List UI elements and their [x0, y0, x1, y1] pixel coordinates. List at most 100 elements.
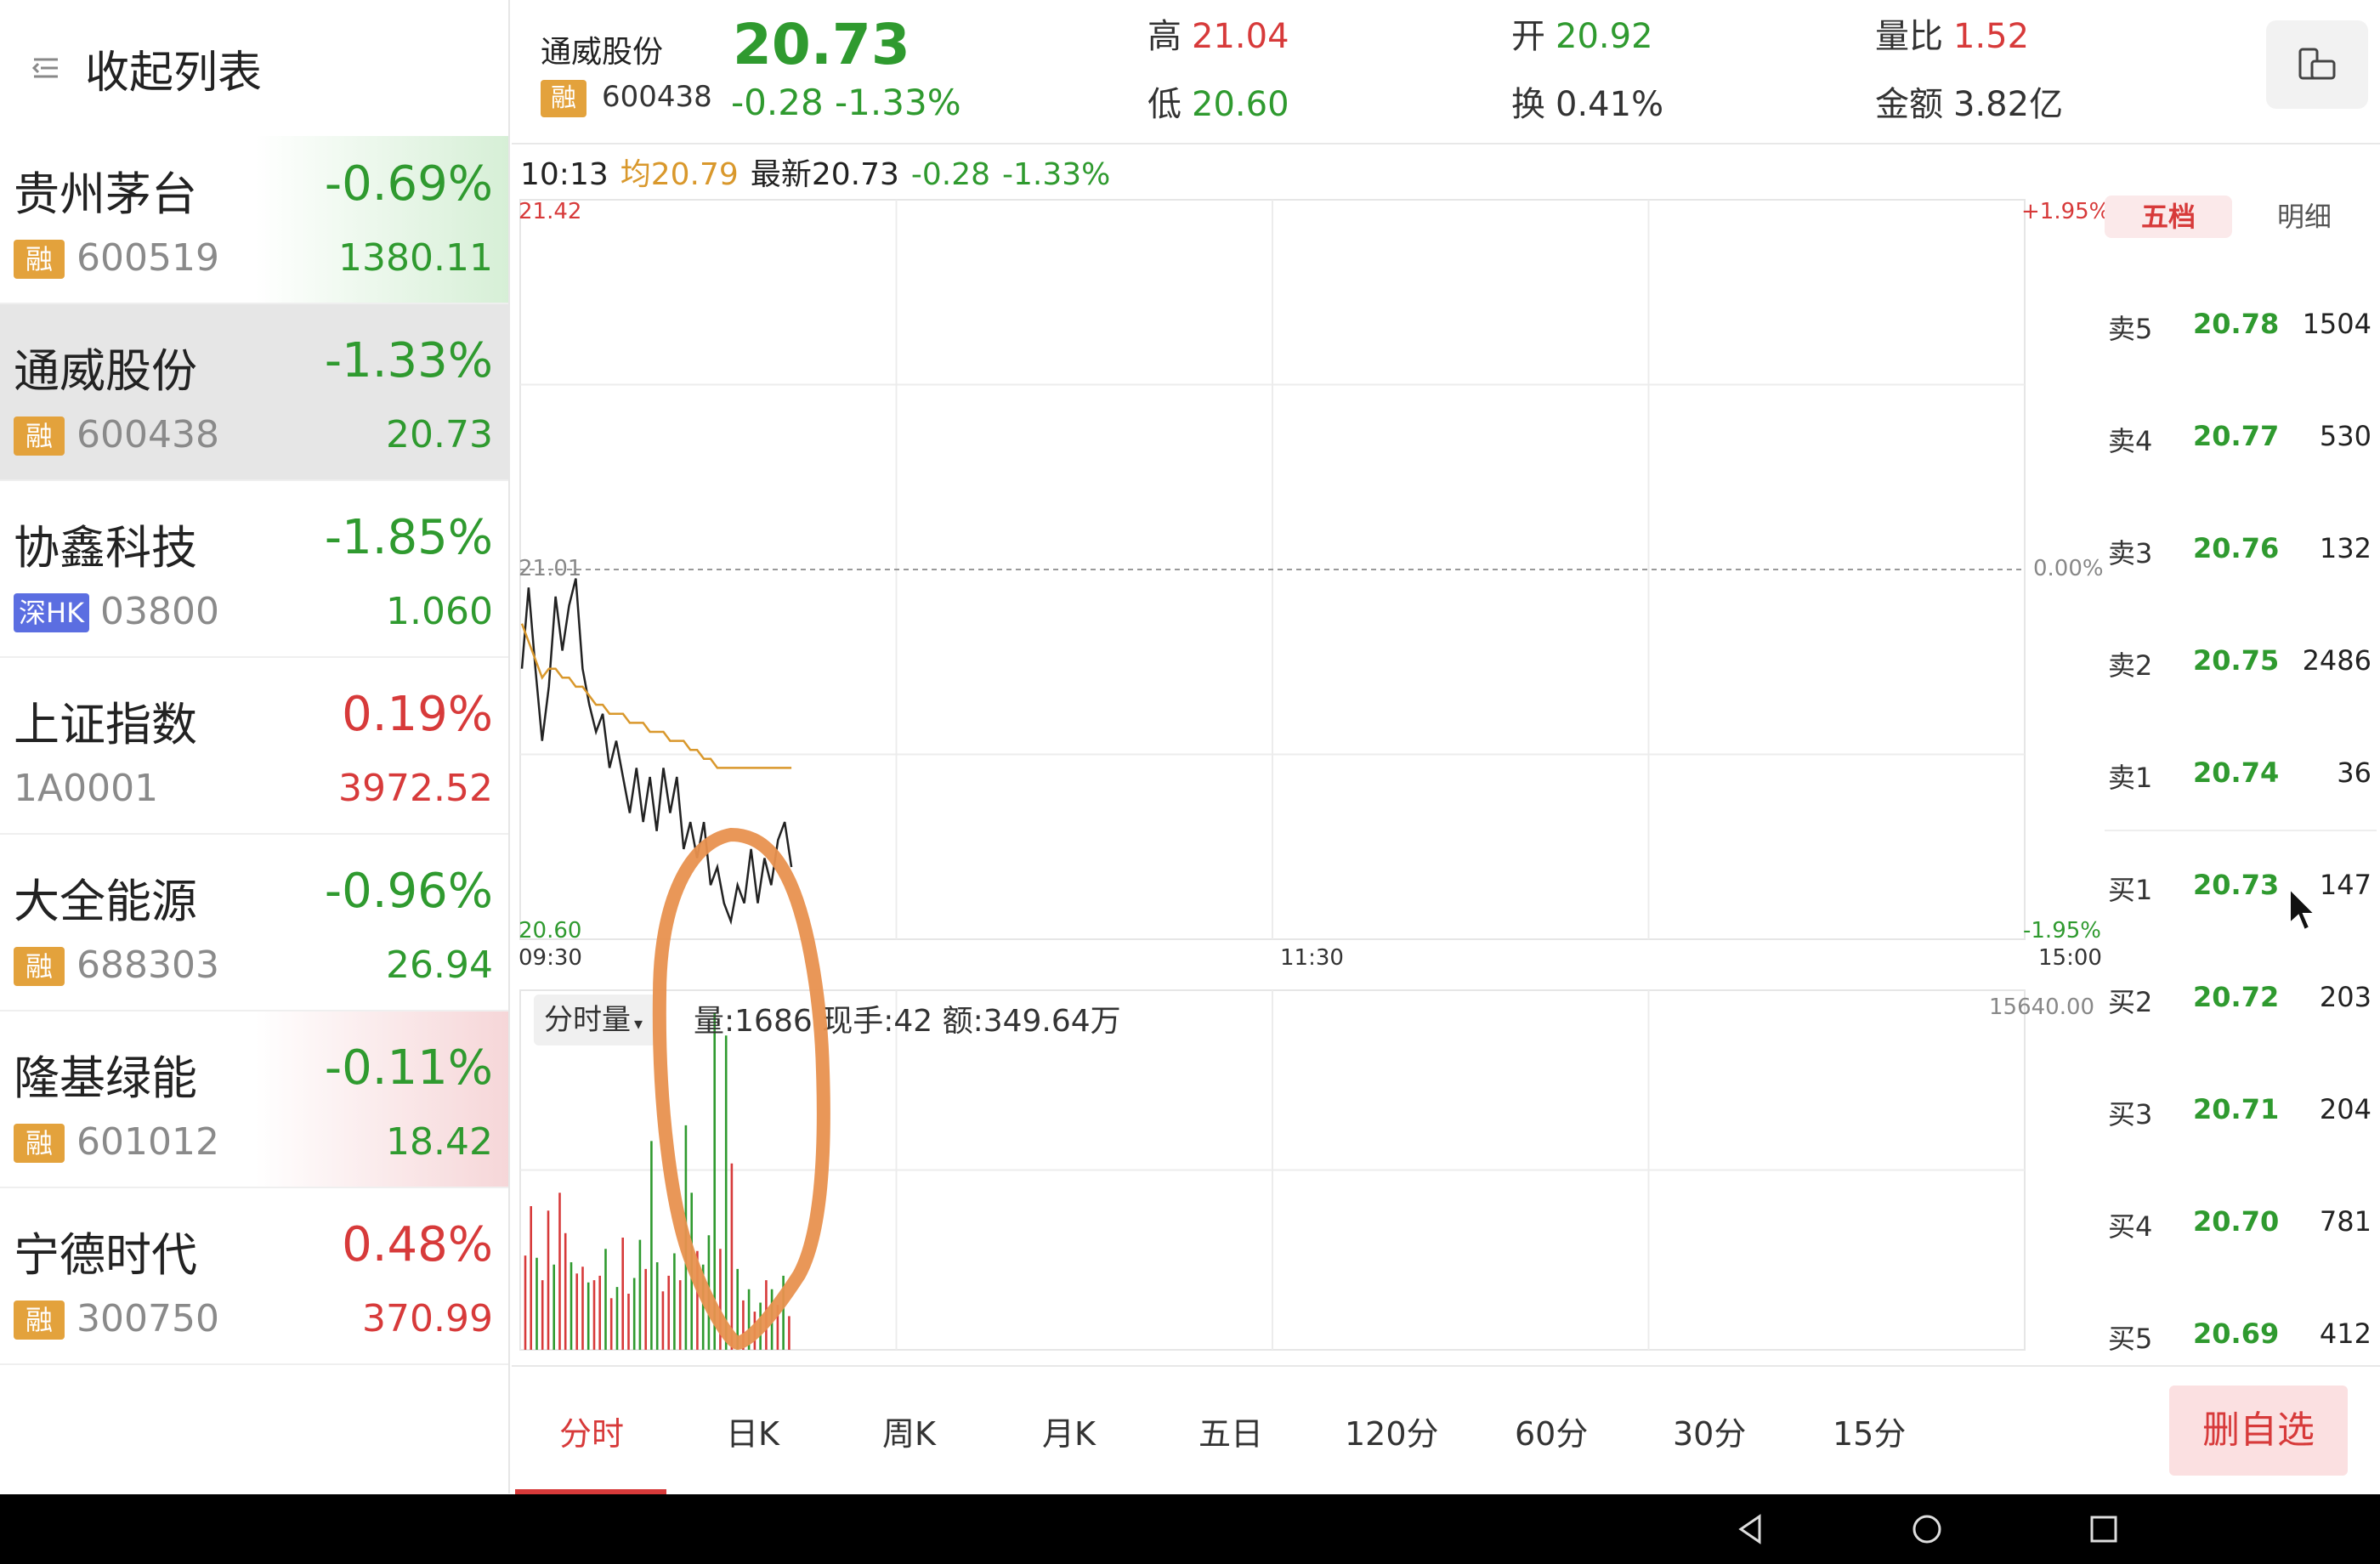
level-price: 20.76: [2193, 532, 2280, 564]
level-quantity: 147: [2319, 869, 2372, 901]
volume-info: 量:1686 现手:42 额:349.64万: [694, 1004, 1121, 1039]
volume-axis-max: 15640.00: [1989, 994, 2095, 1020]
tab-intraday[interactable]: 分时: [559, 1415, 625, 1453]
turnover-label: 换: [1511, 85, 1545, 124]
watchlist-item[interactable]: 大全能源 -0.96% 融 688303 26.94: [0, 835, 508, 1012]
watchlist-item-change: -0.11%: [324, 1040, 493, 1096]
volume-type-selector[interactable]: 分时量 ▾: [534, 994, 661, 1046]
level-label: 买4: [2108, 1210, 2153, 1243]
watchlist-item-name: 隆基绿能: [14, 1051, 197, 1105]
watchlist-item-price: 18.42: [386, 1120, 493, 1164]
watchlist-item-code: 600438: [76, 413, 219, 456]
ask-level-row: 卖3 20.76 132: [2100, 524, 2380, 575]
level-price: 20.72: [2193, 981, 2280, 1013]
sidebar-header: 收起列表: [0, 0, 508, 136]
volume-ratio-field: 量比 1.52: [1875, 8, 2029, 58]
margin-badge: 融: [14, 1124, 65, 1163]
pct-axis-mid: 0.00%: [2033, 556, 2104, 581]
screen-switch-button[interactable]: [2266, 20, 2368, 109]
back-icon[interactable]: [1731, 1510, 1770, 1549]
volume-ratio-label: 量比: [1875, 17, 1943, 56]
watchlist-item[interactable]: 贵州茅台 -0.69% 融 600519 1380.11: [0, 128, 508, 304]
watchlist-item[interactable]: 通威股份 -1.33% 融 600438 20.73: [0, 304, 508, 481]
watchlist-item-change: -1.85%: [324, 510, 493, 565]
level-label: 买5: [2108, 1323, 2153, 1355]
system-nav-bar: [0, 1494, 2380, 1564]
watchlist-item[interactable]: 宁德时代 0.48% 融 300750 370.99: [0, 1188, 508, 1365]
watchlist-item-code: 03800: [100, 590, 219, 633]
watchlist-item[interactable]: 上证指数 0.19% 1A0001 3972.52: [0, 658, 508, 835]
recents-icon[interactable]: [2084, 1510, 2123, 1549]
tab-60min[interactable]: 60分: [1515, 1415, 1589, 1453]
pct-axis-top: +1.95%: [2021, 199, 2111, 224]
tab-details[interactable]: 明细: [2276, 201, 2332, 233]
watchlist-item[interactable]: 协鑫科技 -1.85% 深HK 03800 1.060: [0, 481, 508, 658]
watchlist-item-code: 300750: [76, 1297, 219, 1340]
tab-30min[interactable]: 30分: [1673, 1415, 1747, 1453]
level-label: 卖3: [2108, 537, 2153, 570]
ask-level-row: 卖1 20.74 36: [2100, 748, 2380, 799]
margin-badge: 融: [14, 416, 65, 456]
level-label: 买1: [2108, 874, 2153, 906]
collapse-list-icon[interactable]: [26, 49, 63, 87]
level-quantity: 36: [2337, 756, 2372, 789]
level-label: 卖4: [2108, 425, 2153, 457]
ask-level-row: 卖5 20.78 1504: [2100, 299, 2380, 350]
tab-120min[interactable]: 120分: [1345, 1415, 1439, 1453]
watchlist-item-price: 1380.11: [338, 236, 493, 280]
info-pct: -1.33%: [1002, 157, 1111, 192]
level-label: 卖1: [2108, 762, 2153, 794]
intraday-price-chart[interactable]: [512, 196, 2100, 978]
watchlist-sidebar: 五粮液-1.02%融000858106.27贵州茅台-0.69%融6005191…: [0, 0, 510, 1493]
margin-badge: 融: [14, 947, 65, 986]
level-price: 20.71: [2193, 1093, 2280, 1125]
watchlist-item-name: 大全能源: [14, 875, 197, 928]
watchlist-item-code: 688303: [76, 944, 219, 987]
dropdown-arrow-icon: ▾: [634, 1013, 643, 1034]
price-axis-top: 21.42: [518, 199, 582, 224]
low-field: 低 20.60: [1148, 76, 1289, 126]
collapse-list-button[interactable]: 收起列表: [85, 47, 263, 99]
level-quantity: 781: [2319, 1205, 2372, 1238]
level-quantity: 203: [2319, 981, 2372, 1013]
average-price-line: [520, 623, 792, 769]
time-axis-end: 15:00: [2038, 945, 2102, 971]
high-label: 高: [1148, 17, 1182, 56]
open-value: 20.92: [1556, 17, 1653, 56]
tab-weekly-k[interactable]: 周K: [882, 1415, 936, 1453]
mouse-cursor-icon: [2289, 887, 2317, 932]
tab-five-levels[interactable]: 五档: [2105, 196, 2232, 238]
bid-level-row: 买5 20.69 412: [2100, 1309, 2380, 1360]
volume-type-label: 分时量: [544, 1003, 631, 1037]
volume-chart[interactable]: [512, 986, 2100, 1368]
high-field: 高 21.04: [1148, 8, 1289, 58]
info-time: 10:13: [520, 157, 609, 192]
low-value: 20.60: [1192, 85, 1289, 124]
pct-axis-bottom: -1.95%: [2023, 918, 2101, 944]
price-axis-bottom: 20.60: [518, 918, 582, 944]
margin-badge: 融: [14, 1300, 65, 1340]
watchlist-item[interactable]: 隆基绿能 -0.11% 融 601012 18.42: [0, 1012, 508, 1188]
watchlist-item-change: 0.48%: [342, 1217, 493, 1272]
bid-level-row: 买4 20.70 781: [2100, 1197, 2380, 1248]
price-line: [520, 578, 793, 926]
level-label: 卖5: [2108, 313, 2153, 345]
device-switch-icon: [2298, 48, 2336, 80]
tab-monthly-k[interactable]: 月K: [1042, 1415, 1096, 1453]
tab-15min[interactable]: 15分: [1833, 1415, 1907, 1453]
level-label: 买2: [2108, 986, 2153, 1018]
level-price: 20.78: [2193, 308, 2280, 340]
last-price: 20.73: [733, 12, 910, 77]
tab-five-day[interactable]: 五日: [1198, 1415, 1264, 1453]
turnover-value: 0.41%: [1556, 85, 1664, 124]
watchlist-item-price: 1.060: [386, 590, 493, 633]
tab-daily-k[interactable]: 日K: [726, 1415, 779, 1453]
time-axis-mid: 11:30: [1280, 945, 1344, 971]
info-avg-price: 均20.79: [620, 157, 739, 192]
watchlist-item-name: 上证指数: [14, 698, 197, 751]
home-icon[interactable]: [1907, 1510, 1946, 1549]
bid-level-row: 买2 20.72 203: [2100, 972, 2380, 1023]
order-book: 五档 明细 卖5 20.78 1504 卖4 20.77 530 卖3 20.76 132 卖2 2…: [2100, 196, 2380, 1368]
watchlist-item-change: -0.69%: [324, 156, 493, 212]
remove-favorite-button[interactable]: 删自选: [2169, 1386, 2348, 1476]
